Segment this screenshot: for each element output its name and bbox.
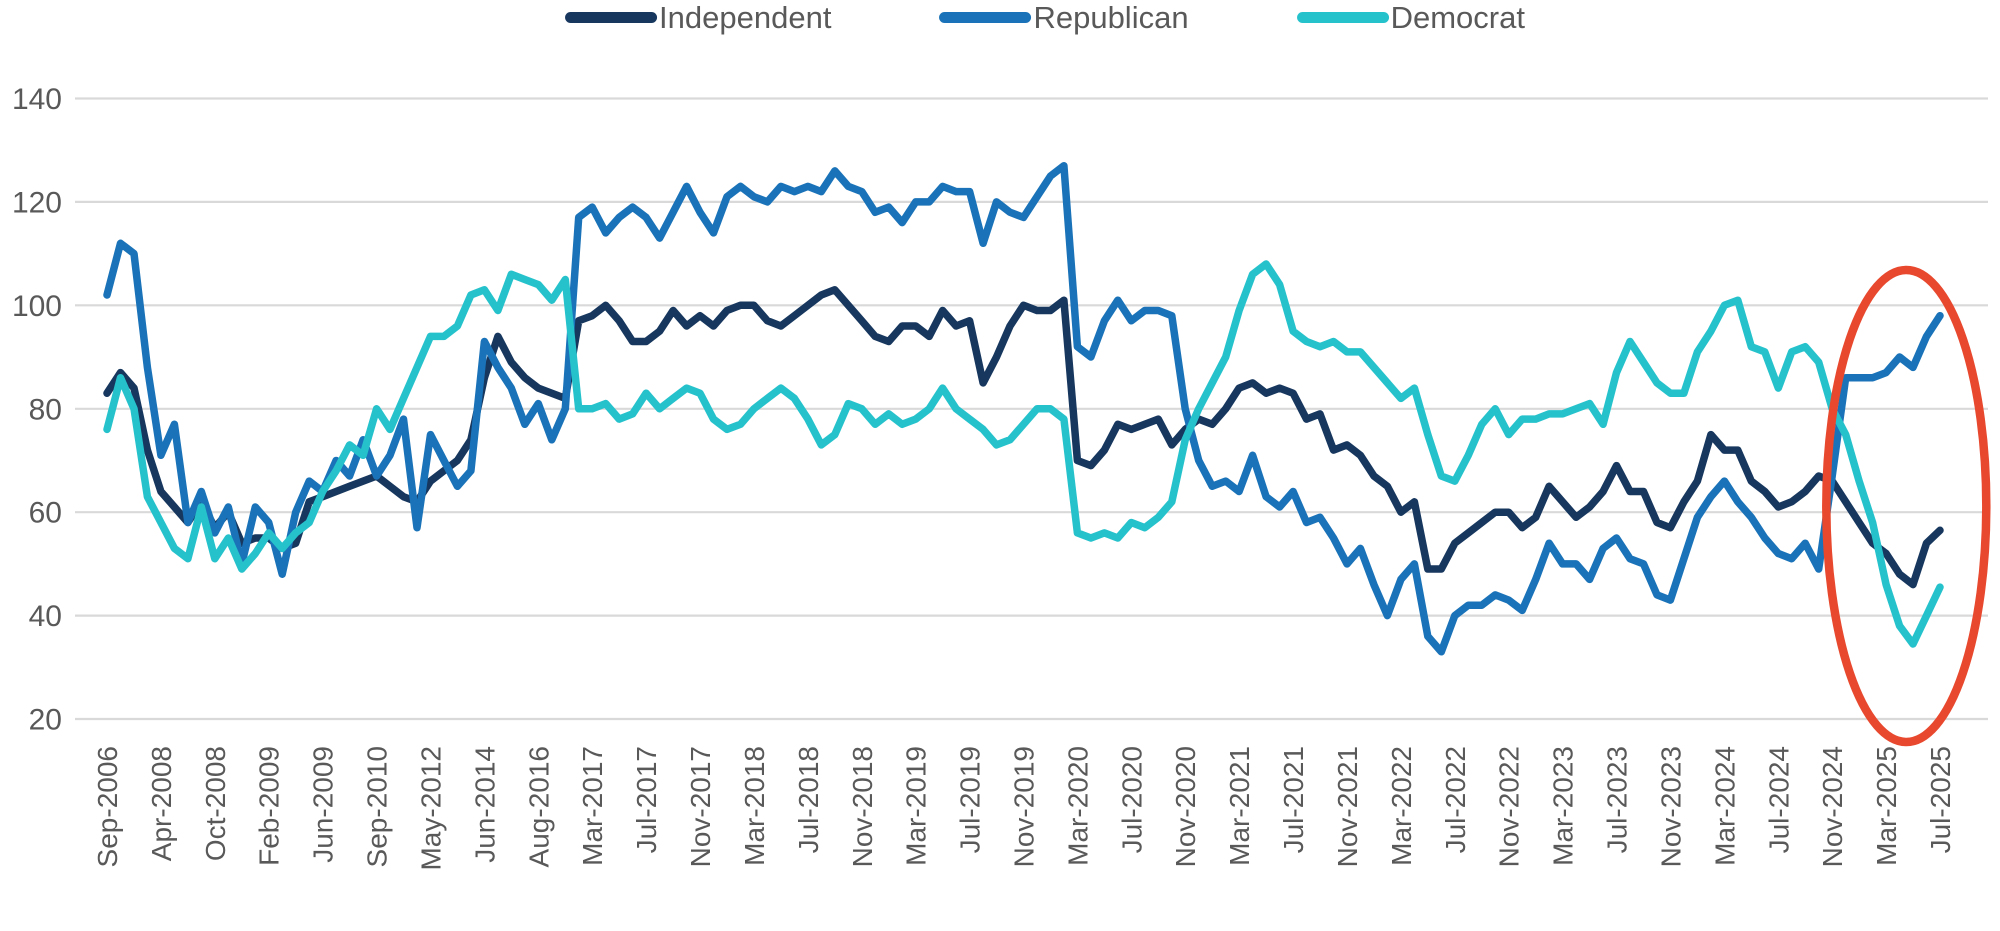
- x-axis-label-Nov-2024: Nov-2024: [1817, 746, 1848, 867]
- x-axis-label-Nov-2022: Nov-2022: [1494, 746, 1525, 867]
- highlight-ellipse-annotation: [1822, 265, 1991, 747]
- x-axis-label-Mar-2020: Mar-2020: [1062, 746, 1093, 866]
- legend-item-democrat: Democrat: [1296, 0, 1525, 35]
- y-axis-label-80: 80: [29, 393, 62, 426]
- x-axis-labels: Sep-2006 Apr-2008 Oct-2008 Feb-2009 Jun-2009…: [92, 746, 1956, 871]
- independent-line-swatch: [565, 12, 658, 23]
- x-axis-label-Mar-2019: Mar-2019: [901, 746, 932, 866]
- chart-legend: Independent Republican Democrat: [565, 2, 1525, 33]
- x-axis-label-Nov-2019: Nov-2019: [1009, 746, 1040, 867]
- x-axis-label-Sep-2006: Sep-2006: [92, 746, 123, 867]
- x-axis-label-Nov-2020: Nov-2020: [1170, 746, 1201, 867]
- republican-line: [103, 161, 1944, 656]
- x-axis-label-Jul-2017: Jul-2017: [631, 746, 662, 853]
- y-axis-label-100: 100: [12, 290, 62, 323]
- x-axis-label-Nov-2017: Nov-2017: [685, 746, 716, 867]
- x-axis-label-Jul-2019: Jul-2019: [955, 746, 986, 853]
- x-axis-label-Jul-2018: Jul-2018: [793, 746, 824, 853]
- legend-item-republican: Republican: [939, 0, 1189, 35]
- x-axis-label-Jul-2022: Jul-2022: [1440, 746, 1471, 853]
- democrat-line: [103, 260, 1944, 648]
- x-axis-label-Mar-2025: Mar-2025: [1871, 746, 1902, 866]
- y-axis-label-60: 60: [29, 497, 62, 530]
- legend-item-independent: Independent: [565, 2, 831, 33]
- x-axis-label-Mar-2017: Mar-2017: [577, 746, 608, 866]
- legend-label-democrat: Democrat: [1390, 0, 1525, 35]
- legend-label-independent: Independent: [659, 0, 832, 35]
- y-axis-label-120: 120: [12, 186, 62, 219]
- x-axis-label-Sep-2010: Sep-2010: [362, 746, 393, 867]
- x-axis-label-Mar-2022: Mar-2022: [1386, 746, 1417, 866]
- x-axis-label-Mar-2023: Mar-2023: [1548, 746, 1579, 866]
- x-axis-label-Jul-2023: Jul-2023: [1602, 746, 1633, 853]
- y-axis-label-140: 140: [12, 83, 62, 116]
- y-axis-labels: 20 40 60 80 100 120 140: [12, 83, 62, 737]
- x-axis-label-Nov-2023: Nov-2023: [1655, 746, 1686, 867]
- x-axis-label-Feb-2009: Feb-2009: [254, 746, 285, 866]
- y-axis-label-20: 20: [29, 704, 62, 737]
- x-axis-label-Mar-2021: Mar-2021: [1224, 746, 1255, 866]
- x-axis-label-Jul-2025: Jul-2025: [1925, 746, 1956, 853]
- x-axis-label-Aug-2016: Aug-2016: [523, 746, 554, 867]
- x-axis-label-May-2012: May-2012: [416, 746, 447, 871]
- republican-line-swatch: [939, 12, 1032, 23]
- x-axis-label-Nov-2021: Nov-2021: [1332, 746, 1363, 867]
- gridlines: [75, 97, 1988, 721]
- democrat-line-swatch: [1296, 12, 1389, 23]
- x-axis-label-Apr-2008: Apr-2008: [146, 746, 177, 861]
- x-axis-label-Jul-2024: Jul-2024: [1763, 746, 1794, 853]
- x-axis-label-Mar-2018: Mar-2018: [739, 746, 770, 866]
- x-axis-label-Mar-2024: Mar-2024: [1709, 746, 1740, 866]
- y-axis-label-40: 40: [29, 600, 62, 633]
- x-axis-label-Nov-2018: Nov-2018: [847, 746, 878, 867]
- x-axis-label-Jun-2014: Jun-2014: [469, 746, 500, 863]
- x-axis-label-Jul-2020: Jul-2020: [1116, 746, 1147, 853]
- independent-line: [103, 286, 1944, 589]
- legend-label-republican: Republican: [1033, 0, 1189, 35]
- x-axis-label-Jun-2009: Jun-2009: [308, 746, 339, 863]
- x-axis-label-Oct-2008: Oct-2008: [200, 746, 231, 861]
- x-axis-label-Jul-2021: Jul-2021: [1278, 746, 1309, 853]
